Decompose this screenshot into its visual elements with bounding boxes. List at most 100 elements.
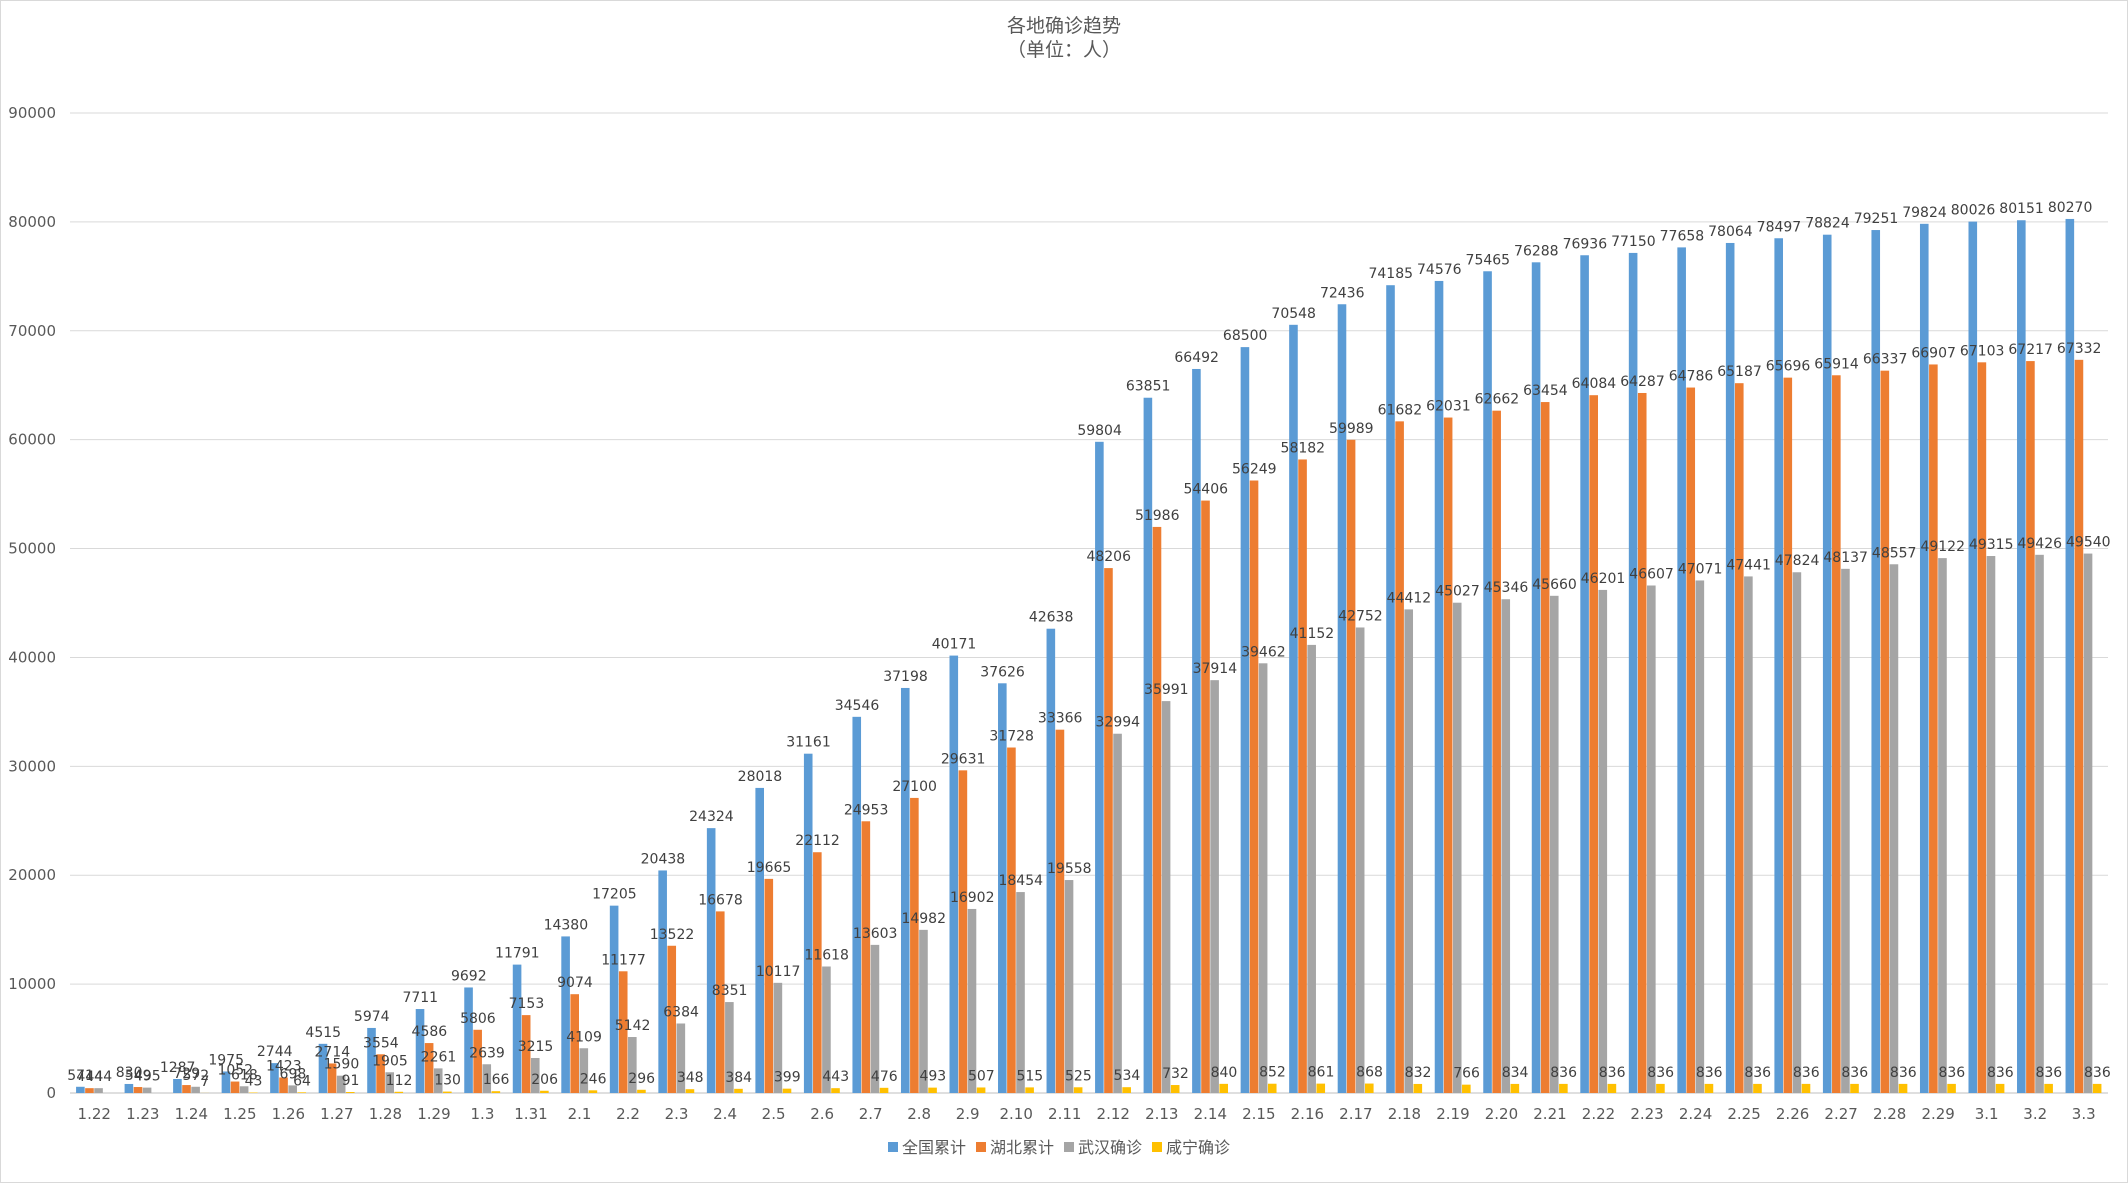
data-label: 76288	[1514, 243, 1559, 259]
bar	[1704, 1083, 1714, 1093]
bar	[1628, 252, 1638, 1093]
data-label: 840	[1211, 1065, 1238, 1081]
bar	[521, 1015, 531, 1093]
data-label: 836	[1744, 1065, 1771, 1081]
data-label: 443	[822, 1069, 849, 1085]
chart-title: 各地确诊趋势	[1007, 15, 1121, 37]
data-label: 3554	[363, 1035, 399, 1051]
data-label: 63454	[1523, 383, 1568, 399]
data-label: 444	[85, 1069, 112, 1085]
data-label: 9074	[557, 975, 593, 991]
x-tick-label: 2.4	[713, 1105, 737, 1123]
x-axis-ticks: 1.22 1.23 1.24 1.25 1.26 1.27 1.28 1.29 1.3 1.31 2…	[78, 1105, 2096, 1123]
bar	[1443, 417, 1453, 1093]
data-label: 729	[173, 1066, 200, 1082]
bar	[1289, 324, 1298, 1093]
data-label: 13522	[650, 927, 695, 943]
x-tick-label: 2.27	[1824, 1105, 1857, 1123]
x-tick-label: 2.9	[956, 1105, 980, 1123]
data-label: 17205	[592, 887, 637, 903]
bar	[1337, 304, 1347, 1093]
x-tick-label: 1.28	[369, 1105, 402, 1123]
data-label: 74185	[1368, 266, 1413, 282]
data-label: 64	[293, 1073, 311, 1089]
x-tick-label: 1.23	[126, 1105, 159, 1123]
x-tick-label: 2.8	[907, 1105, 931, 1123]
data-label: 40171	[932, 637, 977, 653]
bar	[1122, 1087, 1131, 1093]
data-label: 29631	[941, 751, 986, 767]
bar	[967, 908, 977, 1093]
bar	[1064, 880, 1074, 1093]
data-label: 6384	[663, 1004, 699, 1020]
data-label: 33366	[1038, 711, 1083, 727]
data-label: 64287	[1620, 374, 1665, 390]
data-label: 34546	[835, 698, 880, 714]
bar	[831, 1088, 840, 1093]
bar	[1258, 663, 1268, 1093]
x-tick-label: 2.2	[616, 1105, 640, 1123]
x-tick-label: 2.10	[1000, 1105, 1033, 1123]
data-label: 58182	[1281, 440, 1326, 456]
data-label: 47071	[1678, 561, 1723, 577]
bar	[1364, 1083, 1374, 1093]
data-label: 66337	[1863, 352, 1908, 368]
data-label: 79824	[1902, 205, 1947, 221]
data-label: 384	[725, 1070, 752, 1086]
bar	[618, 971, 628, 1093]
data-label: 45346	[1484, 580, 1529, 596]
bar	[1607, 1083, 1617, 1093]
data-label: 571	[67, 1068, 94, 1084]
data-label: 836	[1599, 1065, 1626, 1081]
x-tick-label: 2.11	[1048, 1105, 1081, 1123]
bar	[1898, 1083, 1908, 1093]
bar	[491, 1091, 501, 1093]
data-label: 59989	[1329, 421, 1374, 437]
bar	[570, 994, 579, 1093]
bar	[1501, 599, 1511, 1093]
bar	[1598, 589, 1608, 1093]
data-label: 515	[1016, 1068, 1043, 1084]
y-tick-label: 20000	[8, 866, 56, 884]
data-label: 495	[134, 1069, 161, 1085]
bar	[191, 1086, 200, 1093]
x-tick-label: 2.24	[1679, 1105, 1712, 1123]
bar	[1462, 1084, 1471, 1093]
bar	[658, 870, 667, 1093]
bar	[782, 1088, 792, 1093]
x-tick-label: 2.26	[1776, 1105, 1809, 1123]
bar	[870, 944, 880, 1093]
data-label: 1975	[208, 1052, 244, 1068]
legend-label: 湖北累计	[990, 1138, 1054, 1157]
data-label: 80026	[1951, 203, 1996, 219]
data-label: 80270	[2048, 200, 2093, 216]
bar	[1192, 368, 1201, 1093]
bar	[221, 1071, 231, 1093]
data-label: 48206	[1086, 549, 1131, 565]
bar	[628, 1037, 637, 1093]
bar	[928, 1087, 937, 1093]
data-label: 65914	[1814, 356, 1859, 372]
data-label: 45027	[1435, 584, 1480, 600]
data-label: 832	[1405, 1065, 1432, 1081]
data-label: 836	[1647, 1065, 1674, 1081]
bar	[1850, 1083, 1859, 1093]
x-tick-label: 2.21	[1533, 1105, 1566, 1123]
y-tick-label: 60000	[8, 431, 56, 449]
bar	[1725, 242, 1735, 1093]
bar	[239, 1086, 249, 1093]
bar	[1549, 595, 1559, 1093]
bar	[2035, 554, 2044, 1093]
bar	[279, 1077, 288, 1093]
data-label: 507	[968, 1068, 995, 1084]
data-label: 1423	[266, 1059, 302, 1075]
data-label: 7153	[509, 996, 545, 1012]
data-label: 836	[1987, 1065, 2014, 1081]
data-label: 861	[1308, 1065, 1335, 1081]
x-tick-label: 2.13	[1145, 1105, 1178, 1123]
bar	[609, 905, 619, 1093]
data-label: 399	[774, 1070, 801, 1086]
x-tick-label: 2.12	[1097, 1105, 1130, 1123]
data-label: 51986	[1135, 508, 1180, 524]
bar	[667, 945, 677, 1093]
